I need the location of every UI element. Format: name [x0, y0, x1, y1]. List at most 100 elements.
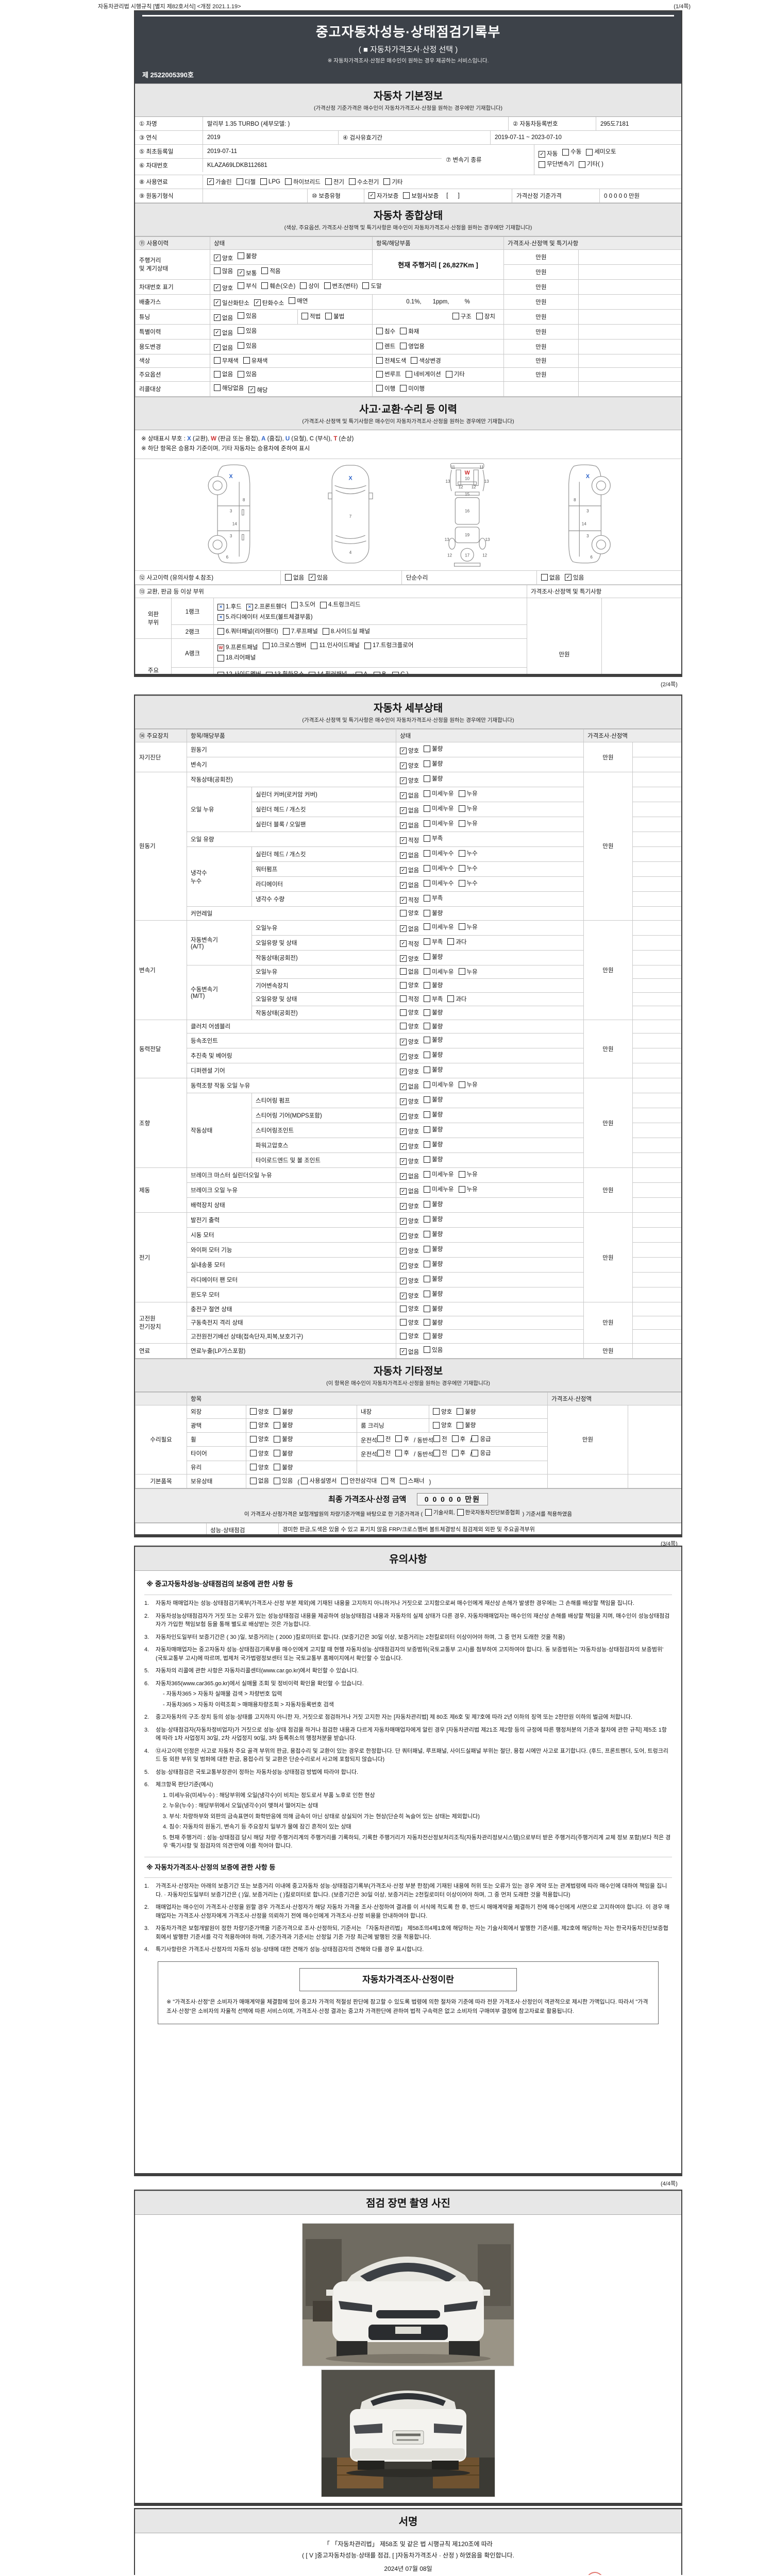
checkbox[interactable] — [381, 1477, 389, 1484]
checkbox[interactable] — [261, 267, 268, 275]
checkbox[interactable] — [451, 1435, 459, 1442]
checkbox[interactable] — [451, 1449, 459, 1456]
checkbox[interactable] — [447, 995, 455, 1002]
checkbox[interactable] — [400, 1305, 407, 1312]
checkbox[interactable] — [424, 1230, 431, 1238]
checkbox[interactable] — [424, 1096, 431, 1103]
checkbox[interactable]: ✓ — [400, 882, 407, 889]
checkbox[interactable] — [238, 370, 245, 378]
checkbox[interactable] — [395, 1449, 402, 1456]
checkbox[interactable] — [424, 865, 431, 872]
checkbox[interactable] — [424, 1051, 431, 1058]
checkbox[interactable]: ✓ — [400, 762, 407, 769]
checkbox[interactable] — [309, 671, 316, 674]
checkbox[interactable] — [458, 865, 465, 872]
checkbox[interactable] — [250, 1408, 257, 1415]
checkbox[interactable] — [424, 1319, 431, 1326]
checkbox[interactable] — [424, 835, 431, 842]
checkbox[interactable] — [400, 1319, 407, 1326]
checkbox[interactable] — [284, 178, 292, 185]
checkbox[interactable] — [424, 968, 431, 975]
checkbox[interactable]: ✓ — [214, 284, 221, 292]
checkbox[interactable]: ✓ — [400, 777, 407, 784]
checkbox[interactable] — [274, 1464, 281, 1470]
checkbox[interactable]: ✓ — [400, 1173, 407, 1180]
checkbox[interactable] — [238, 282, 245, 290]
checkbox[interactable]: ✓ — [214, 255, 221, 262]
checkbox[interactable] — [395, 1435, 402, 1442]
checkbox[interactable] — [325, 178, 332, 185]
checkbox[interactable] — [261, 282, 268, 290]
checkbox[interactable]: ✓ — [207, 178, 214, 185]
checkbox[interactable] — [447, 938, 455, 945]
checkbox[interactable] — [349, 178, 356, 185]
checkbox[interactable]: ✓ — [400, 1143, 407, 1150]
checkbox[interactable]: ✓ — [400, 1158, 407, 1165]
checkbox[interactable] — [289, 297, 296, 304]
checkbox[interactable] — [403, 192, 410, 199]
checkbox[interactable]: ✓ — [400, 747, 407, 754]
checkbox[interactable] — [376, 357, 383, 364]
checkbox[interactable]: ✓ — [238, 269, 245, 277]
checkbox[interactable]: ✓ — [368, 192, 375, 199]
checkbox[interactable]: ✓ — [400, 940, 407, 947]
checkbox[interactable] — [217, 628, 224, 635]
checkbox[interactable] — [424, 923, 431, 930]
checkbox[interactable] — [539, 161, 545, 168]
checkbox[interactable]: ✓ — [400, 807, 407, 814]
checkbox[interactable] — [364, 642, 372, 650]
checkbox[interactable] — [424, 1245, 431, 1252]
checkbox[interactable] — [433, 1435, 441, 1442]
checkbox[interactable] — [458, 820, 465, 827]
checkbox[interactable] — [458, 923, 465, 930]
checkbox[interactable]: ✓ — [309, 574, 316, 581]
checkbox[interactable]: ✓ — [400, 1277, 407, 1284]
checkbox[interactable] — [541, 574, 548, 581]
checkbox[interactable] — [400, 1023, 407, 1029]
checkbox[interactable] — [282, 628, 290, 635]
checkbox[interactable]: ✓ — [400, 955, 407, 962]
checkbox[interactable]: ✓ — [400, 1232, 407, 1240]
checkbox[interactable] — [433, 1408, 440, 1415]
checkbox[interactable] — [400, 1332, 407, 1340]
checkbox[interactable] — [476, 313, 483, 320]
checkbox[interactable] — [424, 1200, 431, 1208]
checkbox[interactable] — [400, 968, 407, 975]
checkbox[interactable] — [424, 1260, 431, 1267]
checkbox[interactable] — [578, 161, 585, 168]
checkbox[interactable] — [274, 1421, 281, 1429]
checkbox[interactable] — [424, 1185, 431, 1193]
checkbox[interactable] — [424, 1215, 431, 1223]
checkbox[interactable] — [355, 671, 362, 674]
checkbox[interactable] — [238, 312, 245, 319]
checkbox[interactable] — [445, 370, 452, 378]
checkbox[interactable] — [320, 601, 327, 608]
checkbox[interactable] — [472, 1435, 479, 1442]
checkbox[interactable]: ✓ — [400, 867, 407, 874]
checkbox[interactable] — [238, 327, 245, 334]
checkbox[interactable] — [472, 1449, 479, 1456]
checkbox[interactable] — [424, 790, 431, 797]
checkbox[interactable] — [425, 1509, 432, 1516]
checkbox[interactable] — [260, 178, 267, 185]
checkbox[interactable] — [424, 850, 431, 857]
checkbox[interactable] — [424, 805, 431, 812]
checkbox[interactable] — [236, 178, 243, 185]
checkbox[interactable]: ✓ — [400, 896, 407, 904]
checkbox[interactable] — [374, 671, 381, 674]
checkbox[interactable] — [291, 601, 298, 608]
checkbox[interactable] — [424, 1126, 431, 1133]
checkbox[interactable]: ✓ — [400, 1098, 407, 1105]
checkbox[interactable] — [325, 313, 332, 320]
checkbox[interactable] — [250, 1435, 257, 1443]
checkbox[interactable] — [400, 909, 407, 917]
checkbox[interactable] — [424, 953, 431, 960]
checkbox[interactable] — [424, 1036, 431, 1043]
checkbox[interactable] — [214, 370, 221, 378]
checkbox[interactable] — [274, 1408, 281, 1415]
checkbox[interactable] — [424, 820, 431, 827]
checkbox[interactable] — [458, 805, 465, 812]
checkbox[interactable] — [377, 1435, 384, 1442]
checkbox[interactable]: ✓ — [400, 1217, 407, 1225]
checkbox[interactable]: ✓ — [400, 1128, 407, 1135]
